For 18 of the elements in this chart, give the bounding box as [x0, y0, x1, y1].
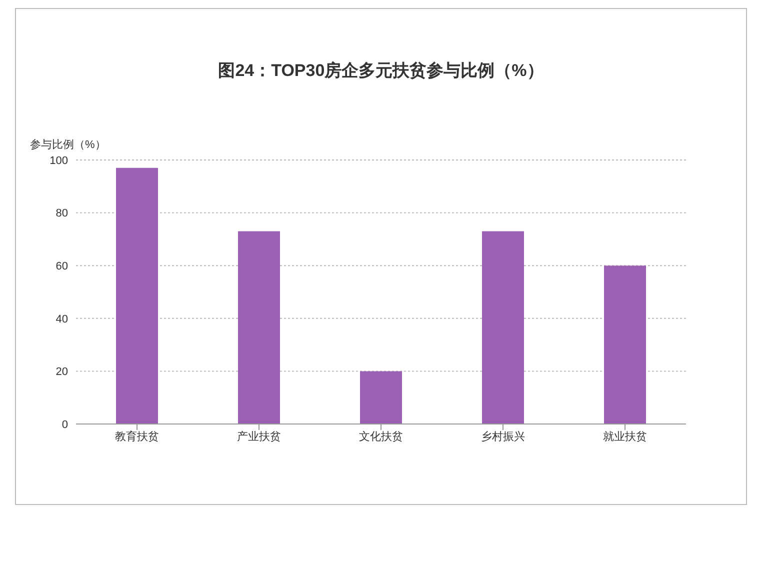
y-axis-title: 参与比例（%）	[30, 138, 106, 152]
bar	[482, 231, 524, 424]
x-tick-label: 教育扶贫	[115, 430, 159, 443]
y-tick-label: 0	[62, 418, 68, 431]
x-tick-label: 文化扶贫	[359, 430, 403, 443]
y-tick-label: 60	[56, 260, 68, 273]
y-tick-label: 40	[56, 313, 68, 326]
bar	[238, 231, 280, 424]
chart-title: 图24：TOP30房企多元扶贫参与比例（%）	[217, 60, 545, 82]
bar	[604, 266, 646, 424]
y-tick-label: 100	[50, 154, 68, 167]
y-tick-label: 80	[56, 208, 68, 220]
bar	[360, 371, 402, 424]
x-tick-label: 乡村振兴	[481, 430, 525, 443]
x-tick-label: 就业扶贫	[603, 430, 647, 443]
bar	[116, 168, 158, 424]
y-tick-label: 20	[56, 366, 68, 378]
x-tick-label: 产业扶贫	[237, 430, 281, 443]
